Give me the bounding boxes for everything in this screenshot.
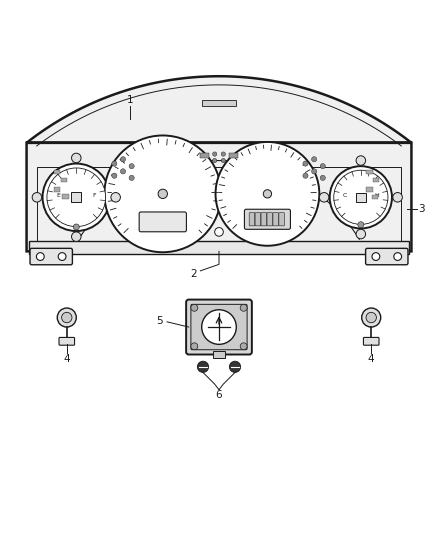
Circle shape	[212, 152, 217, 156]
Polygon shape	[27, 76, 411, 252]
Circle shape	[191, 343, 198, 350]
FancyBboxPatch shape	[366, 248, 408, 265]
Circle shape	[334, 170, 388, 224]
Circle shape	[71, 153, 81, 163]
Circle shape	[221, 158, 226, 163]
Circle shape	[120, 157, 126, 162]
Circle shape	[303, 173, 308, 178]
Text: 3: 3	[418, 205, 425, 214]
Circle shape	[73, 224, 79, 230]
Circle shape	[320, 164, 325, 169]
Circle shape	[366, 312, 376, 322]
Circle shape	[215, 142, 319, 246]
Circle shape	[215, 228, 223, 236]
Circle shape	[362, 308, 381, 327]
Bar	[356, 192, 366, 202]
Circle shape	[158, 189, 167, 198]
Circle shape	[129, 175, 134, 181]
Circle shape	[42, 164, 110, 231]
Circle shape	[356, 229, 366, 239]
FancyBboxPatch shape	[186, 300, 252, 354]
Text: 1: 1	[127, 95, 134, 105]
Circle shape	[311, 157, 317, 162]
FancyBboxPatch shape	[364, 337, 379, 345]
Circle shape	[358, 222, 364, 228]
FancyBboxPatch shape	[249, 213, 254, 226]
Bar	[29, 241, 409, 254]
Text: H: H	[374, 193, 379, 198]
Circle shape	[240, 304, 247, 311]
Circle shape	[356, 156, 366, 165]
FancyBboxPatch shape	[255, 213, 261, 226]
Text: E: E	[57, 193, 61, 198]
Circle shape	[263, 190, 272, 198]
Circle shape	[202, 310, 236, 344]
Bar	[212, 351, 226, 358]
Bar	[37, 167, 401, 249]
Circle shape	[394, 253, 402, 261]
Bar	[61, 178, 67, 182]
Bar	[200, 153, 208, 158]
Circle shape	[112, 161, 117, 166]
Circle shape	[58, 253, 66, 261]
Circle shape	[240, 343, 247, 350]
Circle shape	[36, 253, 44, 261]
Circle shape	[320, 175, 325, 181]
Circle shape	[311, 169, 317, 174]
Text: C: C	[343, 193, 347, 198]
FancyBboxPatch shape	[139, 212, 187, 232]
Text: 2: 2	[191, 269, 197, 279]
Circle shape	[393, 192, 403, 202]
Bar	[54, 188, 60, 192]
Bar	[71, 192, 81, 203]
Circle shape	[104, 135, 221, 252]
Circle shape	[47, 168, 106, 227]
Text: 6: 6	[215, 390, 223, 400]
Bar	[372, 195, 378, 199]
Bar	[367, 188, 372, 192]
FancyBboxPatch shape	[244, 209, 290, 229]
FancyBboxPatch shape	[273, 213, 279, 226]
Bar	[230, 153, 238, 158]
Circle shape	[212, 158, 217, 163]
Circle shape	[221, 152, 226, 156]
Circle shape	[230, 361, 240, 373]
Circle shape	[198, 361, 208, 373]
Text: 5: 5	[156, 316, 162, 326]
Circle shape	[62, 312, 72, 322]
Text: F: F	[92, 193, 95, 198]
Circle shape	[57, 308, 76, 327]
FancyBboxPatch shape	[279, 213, 284, 226]
FancyBboxPatch shape	[267, 213, 272, 226]
FancyBboxPatch shape	[261, 213, 267, 226]
Bar	[372, 178, 378, 182]
Circle shape	[112, 173, 117, 178]
Circle shape	[120, 169, 126, 174]
Text: 4: 4	[64, 354, 70, 365]
Bar	[63, 195, 68, 199]
Circle shape	[330, 166, 392, 229]
FancyBboxPatch shape	[30, 248, 72, 265]
Bar	[54, 170, 60, 174]
FancyBboxPatch shape	[59, 337, 74, 345]
Circle shape	[129, 164, 134, 169]
Circle shape	[32, 192, 42, 202]
Circle shape	[71, 232, 81, 241]
Bar	[202, 100, 236, 106]
Circle shape	[303, 161, 308, 166]
FancyBboxPatch shape	[191, 304, 247, 350]
Circle shape	[111, 192, 120, 202]
Circle shape	[319, 192, 329, 202]
Circle shape	[191, 304, 198, 311]
Circle shape	[372, 253, 380, 261]
Text: 4: 4	[368, 354, 374, 365]
Bar	[367, 170, 372, 174]
